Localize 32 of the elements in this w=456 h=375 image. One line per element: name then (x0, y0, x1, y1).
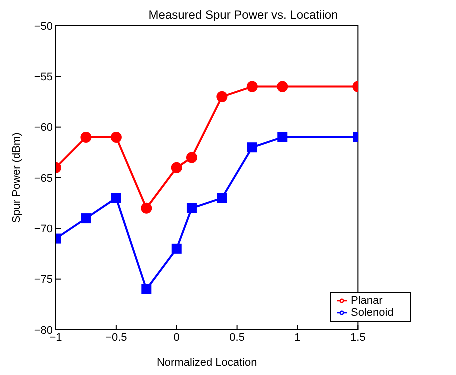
point (142, 284, 152, 294)
point (217, 193, 228, 204)
point (277, 81, 288, 92)
y-tick-label: −60 (34, 122, 53, 134)
x-axis-title: Normalized Location (156, 357, 258, 369)
point (246, 81, 258, 92)
point (141, 202, 152, 214)
x-tick-label: −0.5 (106, 332, 128, 344)
point (216, 91, 228, 102)
point (80, 132, 92, 143)
point (247, 142, 258, 153)
legend-label: Solenoid (351, 307, 394, 319)
x-tick-label: 1.5 (350, 332, 366, 344)
point (111, 193, 122, 204)
point (278, 132, 288, 142)
y-tick-label: −65 (34, 172, 53, 185)
point (186, 203, 197, 214)
point (81, 214, 92, 224)
point (172, 244, 182, 254)
y-tick-label: −75 (34, 274, 53, 286)
y-tick-label: −50 (34, 20, 53, 33)
x-tick-label: 0.5 (230, 332, 245, 344)
point (186, 152, 198, 164)
x-tick-label: 0 (174, 332, 180, 344)
point (171, 162, 182, 174)
y-tick-label: −70 (34, 224, 53, 236)
y-axis-title: Spur Power (dBm) (10, 132, 23, 224)
y-tick-label: −55 (34, 72, 53, 84)
legend-label: Planar (351, 295, 383, 307)
x-tick-label: 1 (294, 332, 301, 344)
chart-title: Measured Spur Power vs. Locatiion (148, 8, 340, 22)
point (110, 132, 122, 143)
